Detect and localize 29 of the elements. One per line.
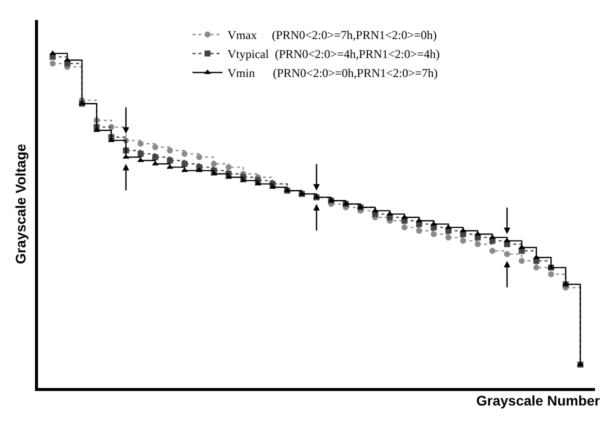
point [533, 264, 540, 271]
legend-label: Vmax (PRN0<2:0>=7h,PRN1<2:0>=0h) [228, 28, 437, 42]
point [504, 251, 510, 258]
point [138, 150, 144, 157]
point [518, 258, 525, 264]
point [401, 224, 408, 230]
point [445, 234, 452, 240]
point [489, 248, 496, 254]
point [416, 228, 422, 234]
point [182, 150, 188, 157]
point [152, 144, 158, 150]
legend-label: Vmin (PRN0<2:0>=0h,PRN1<2:0>=7h) [228, 66, 438, 80]
point [166, 147, 173, 154]
point [166, 158, 173, 164]
legend-label: Vtypical (PRN0<2:0>=4h,PRN1<2:0>=4h) [228, 47, 440, 62]
point [210, 160, 217, 167]
point [430, 231, 437, 238]
point [474, 241, 481, 248]
point [182, 160, 188, 167]
point [196, 154, 202, 160]
point [460, 238, 466, 244]
y-axis-title: Grayscale Voltage [12, 144, 29, 264]
point [152, 154, 158, 160]
point [269, 184, 276, 189]
point [548, 271, 554, 278]
x-axis-title: Grayscale Number [476, 392, 601, 408]
point [138, 140, 144, 147]
point [226, 164, 232, 170]
point [50, 60, 56, 66]
